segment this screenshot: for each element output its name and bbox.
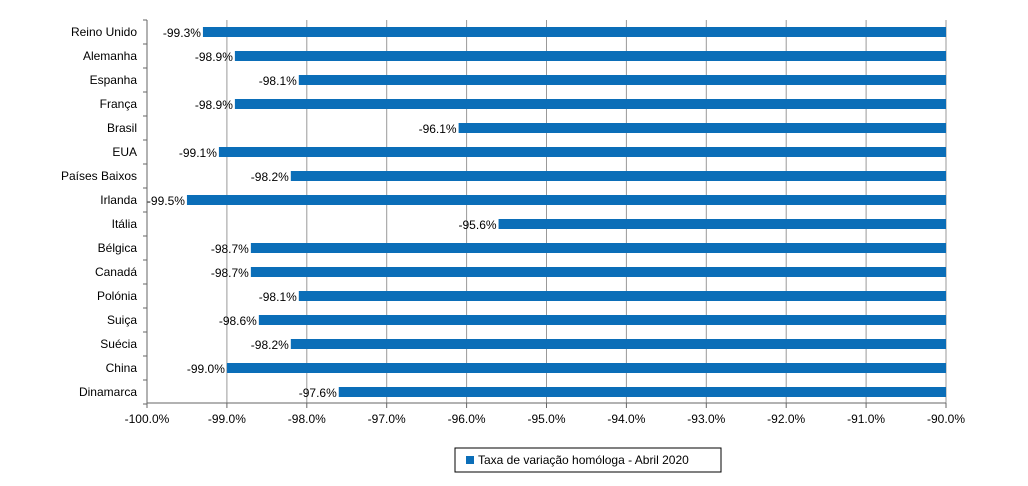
x-tick-labels: -100.0% -99.0% -98.0% -97.0% -96.0% -95.0% -94…	[125, 412, 966, 426]
category-labels: Reino Unido Alemanha Espanha França Brasil EU…	[61, 25, 137, 399]
x-tick-label: -97.0%	[368, 412, 406, 426]
bar	[498, 219, 946, 229]
category-label: Espanha	[90, 73, 138, 87]
legend-label: Taxa de variação homóloga - Abril 2020	[478, 453, 689, 467]
bar	[258, 315, 946, 325]
data-labels: -99.3% -98.9% -98.1% -98.9% -96.1% -99.1% -98.…	[147, 26, 497, 400]
data-label: -98.7%	[211, 266, 249, 280]
legend: Taxa de variação homóloga - Abril 2020	[454, 447, 722, 473]
data-label: -98.9%	[195, 98, 233, 112]
category-label: Irlanda	[100, 193, 137, 207]
category-label: Polónia	[97, 289, 137, 303]
x-tick-label: -90.0%	[927, 412, 965, 426]
legend-box	[454, 447, 722, 473]
axes	[143, 19, 947, 408]
category-label: Suiça	[107, 313, 137, 327]
category-label: EUA	[112, 145, 137, 159]
bars	[186, 27, 946, 397]
bar	[226, 363, 946, 373]
category-label: Bélgica	[98, 241, 138, 255]
x-tick-label: -98.0%	[288, 412, 326, 426]
x-tick-label: -94.0%	[607, 412, 645, 426]
data-label: -98.2%	[251, 170, 289, 184]
category-label: Brasil	[107, 121, 137, 135]
data-label: -99.0%	[187, 362, 225, 376]
bar	[298, 291, 946, 301]
bar	[250, 243, 946, 253]
category-label: China	[106, 361, 138, 375]
category-label: Países Baixos	[61, 169, 137, 183]
category-label: Canadá	[95, 265, 137, 279]
category-label: Dinamarca	[79, 385, 137, 399]
bar	[298, 75, 946, 85]
legend-swatch	[466, 456, 474, 464]
bar	[338, 387, 946, 397]
x-tick-label: -93.0%	[687, 412, 725, 426]
data-label: -98.9%	[195, 50, 233, 64]
category-label: Itália	[112, 217, 138, 231]
category-label: Reino Unido	[71, 25, 137, 39]
x-tick-label: -100.0%	[125, 412, 170, 426]
bar	[218, 147, 946, 157]
bar	[290, 339, 946, 349]
category-label: França	[100, 97, 138, 111]
data-label: -98.6%	[219, 314, 257, 328]
x-tick-label: -91.0%	[847, 412, 885, 426]
x-tick-label: -96.0%	[448, 412, 486, 426]
x-tick-label: -92.0%	[767, 412, 805, 426]
bar	[234, 51, 946, 61]
bar	[234, 99, 946, 109]
bar	[202, 27, 946, 37]
bar	[186, 195, 946, 205]
data-label: -99.1%	[179, 146, 217, 160]
data-label: -97.6%	[299, 386, 337, 400]
category-label: Suécia	[100, 337, 137, 351]
x-tick-label: -99.0%	[208, 412, 246, 426]
bar	[458, 123, 946, 133]
data-label: -98.1%	[259, 290, 297, 304]
bar	[250, 267, 946, 277]
x-tick-label: -95.0%	[527, 412, 565, 426]
data-label: -98.2%	[251, 338, 289, 352]
data-label: -99.5%	[147, 194, 185, 208]
data-label: -98.7%	[211, 242, 249, 256]
bar	[290, 171, 946, 181]
data-label: -96.1%	[419, 122, 457, 136]
data-label: -95.6%	[459, 218, 497, 232]
data-label: -98.1%	[259, 74, 297, 88]
data-label: -99.3%	[163, 26, 201, 40]
category-label: Alemanha	[83, 49, 137, 63]
